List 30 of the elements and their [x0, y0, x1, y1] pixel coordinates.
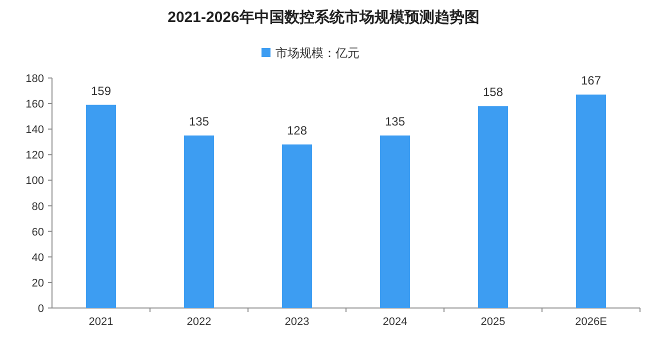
x-tick-label: 2026E — [575, 316, 607, 328]
y-tick-label: 100 — [26, 175, 44, 188]
data-label: 158 — [482, 85, 504, 100]
data-label: 135 — [384, 114, 406, 128]
bar — [478, 106, 508, 308]
x-tick-label: 2022 — [186, 316, 212, 328]
x-tick-label: 2023 — [284, 316, 310, 328]
y-tick-label: 140 — [26, 124, 44, 136]
bar — [576, 94, 606, 308]
y-tick-label: 40 — [32, 252, 44, 264]
legend-label: 市场规模：亿元 — [276, 46, 360, 60]
bar — [380, 136, 410, 308]
data-label: 128 — [286, 123, 308, 138]
bar — [86, 104, 116, 308]
y-tick-label: 160 — [26, 98, 44, 111]
x-tick-label: 2024 — [382, 316, 408, 328]
y-tick-label: 120 — [26, 150, 44, 162]
x-tick-label: 2021 — [88, 316, 114, 328]
y-tick-label: 60 — [32, 226, 44, 238]
bar — [184, 136, 214, 308]
x-tick-label: 2025 — [480, 316, 506, 328]
data-label: 159 — [90, 84, 112, 98]
y-tick-label: 0 — [38, 303, 44, 315]
data-label: 167 — [580, 74, 602, 88]
chart-title: 2021-2026年中国数控系统市场规模预测趋势图 — [168, 8, 480, 26]
y-tick-label: 20 — [32, 277, 44, 290]
y-tick-label: 80 — [32, 200, 44, 213]
data-label: 135 — [188, 114, 210, 128]
y-tick-label: 180 — [26, 73, 44, 85]
bar — [282, 144, 312, 308]
